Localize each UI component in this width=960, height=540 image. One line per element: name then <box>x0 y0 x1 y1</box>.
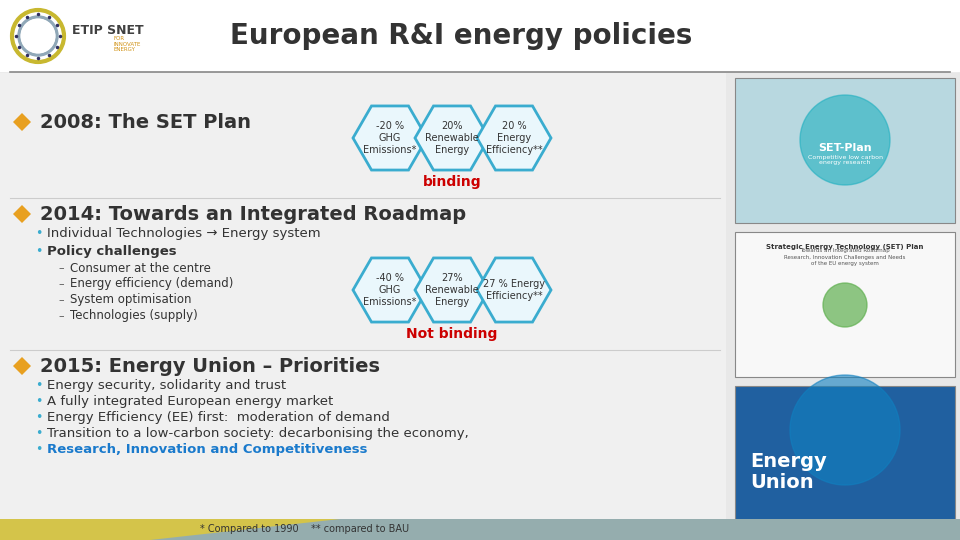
Text: Not binding: Not binding <box>406 327 497 341</box>
Text: Policy challenges: Policy challenges <box>47 246 177 259</box>
Text: 27 % Energy
Efficiency**: 27 % Energy Efficiency** <box>483 279 545 301</box>
Text: binding: binding <box>422 175 481 189</box>
Text: Energy
Union: Energy Union <box>750 453 827 492</box>
Polygon shape <box>415 106 489 170</box>
FancyBboxPatch shape <box>0 73 726 535</box>
Text: –: – <box>58 279 63 289</box>
Text: •: • <box>35 427 42 440</box>
Text: European R&I energy policies: European R&I energy policies <box>230 22 692 50</box>
FancyBboxPatch shape <box>735 78 955 223</box>
Polygon shape <box>415 258 489 322</box>
Text: -20 %
GHG
Emissions*: -20 % GHG Emissions* <box>363 121 417 155</box>
Text: •: • <box>35 395 42 408</box>
Text: Energy Efficiency (EE) first:  moderation of demand: Energy Efficiency (EE) first: moderation… <box>47 410 390 423</box>
Text: –: – <box>58 295 63 305</box>
Text: –: – <box>58 311 63 321</box>
Text: A fully integrated European energy market: A fully integrated European energy marke… <box>47 395 333 408</box>
Text: Research, Innovation and Competitiveness: Research, Innovation and Competitiveness <box>47 442 368 456</box>
Text: •: • <box>35 410 42 423</box>
Polygon shape <box>13 357 31 375</box>
Text: * Compared to 1990    ** compared to BAU: * Compared to 1990 ** compared to BAU <box>200 524 409 534</box>
Text: Competitive low carbon
energy research: Competitive low carbon energy research <box>807 154 882 165</box>
Polygon shape <box>477 106 551 170</box>
Text: Consumer at the centre: Consumer at the centre <box>70 261 211 274</box>
Text: 20 %
Energy
Efficiency**: 20 % Energy Efficiency** <box>486 121 542 155</box>
Text: Transition to a low-carbon society: decarbonising the economy,: Transition to a low-carbon society: deca… <box>47 427 468 440</box>
Text: –: – <box>58 263 63 273</box>
Polygon shape <box>477 258 551 322</box>
FancyBboxPatch shape <box>0 519 960 540</box>
Text: -40 %
GHG
Emissions*: -40 % GHG Emissions* <box>363 273 417 307</box>
Text: Energy security, solidarity and trust: Energy security, solidarity and trust <box>47 379 286 392</box>
Text: 2008: The SET Plan: 2008: The SET Plan <box>40 112 251 132</box>
Polygon shape <box>13 113 31 131</box>
Polygon shape <box>353 258 427 322</box>
Text: Individual Technologies → Energy system: Individual Technologies → Energy system <box>47 227 321 240</box>
Text: Energy efficiency (demand): Energy efficiency (demand) <box>70 278 233 291</box>
Text: SET-Plan: SET-Plan <box>818 143 872 153</box>
Text: •: • <box>35 442 42 456</box>
Text: •: • <box>35 246 42 259</box>
Circle shape <box>800 95 890 185</box>
Text: •: • <box>35 227 42 240</box>
Circle shape <box>823 283 867 327</box>
Text: Strategic Energy Technology (SET) Plan: Strategic Energy Technology (SET) Plan <box>766 244 924 250</box>
Text: •: • <box>35 379 42 392</box>
Text: FOR
INNOVATE
ENERGY: FOR INNOVATE ENERGY <box>114 36 141 52</box>
FancyBboxPatch shape <box>0 0 960 72</box>
Circle shape <box>790 375 900 485</box>
Text: 2015: Energy Union – Priorities: 2015: Energy Union – Priorities <box>40 356 380 375</box>
Text: ETIP SNET: ETIP SNET <box>72 24 144 37</box>
Text: 2014: Towards an Integrated Roadmap: 2014: Towards an Integrated Roadmap <box>40 205 467 224</box>
Polygon shape <box>13 205 31 223</box>
FancyBboxPatch shape <box>726 73 960 535</box>
Text: 20%
Renewable
Energy: 20% Renewable Energy <box>425 121 479 155</box>
Text: System optimisation: System optimisation <box>70 294 191 307</box>
Polygon shape <box>150 519 960 540</box>
Text: Technologies (supply): Technologies (supply) <box>70 309 198 322</box>
Polygon shape <box>353 106 427 170</box>
FancyBboxPatch shape <box>735 232 955 377</box>
Text: 27%
Renewable
Energy: 27% Renewable Energy <box>425 273 479 307</box>
FancyBboxPatch shape <box>735 386 955 531</box>
Text: Towards an Integrated Roadmap
Research, Innovation Challenges and Needs
of the E: Towards an Integrated Roadmap Research, … <box>784 248 905 266</box>
